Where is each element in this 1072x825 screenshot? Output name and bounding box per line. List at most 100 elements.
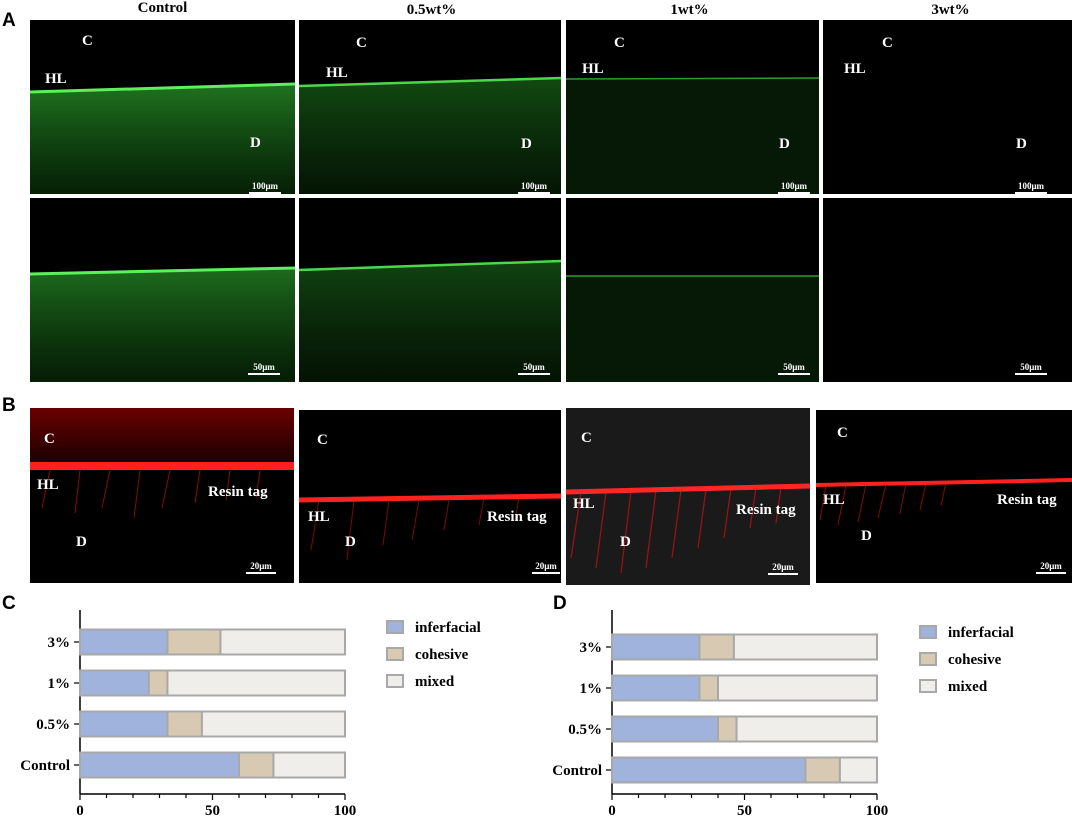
x-tick-label: 0: [76, 803, 84, 819]
label-composite: C: [44, 431, 55, 447]
bar-segment-mixed-0.5%: [200, 710, 346, 738]
bar-segment-inferfacial-3%: [79, 628, 169, 656]
micrograph-a-control-100: [30, 20, 295, 194]
label-dentin: D: [861, 528, 872, 544]
label-dentin: D: [345, 534, 356, 550]
scale-bar-100um: 100μm: [778, 181, 810, 194]
scale-bar-100um: 100μm: [249, 181, 281, 194]
category-label: 3%: [580, 640, 603, 656]
bar-segment-mixed-Control: [838, 756, 878, 784]
bar-segment-inferfacial-Control: [79, 751, 240, 779]
micrograph-b-1wt: [566, 408, 810, 585]
label-composite: C: [317, 432, 328, 448]
legend-swatch-cohesive: [919, 652, 937, 666]
x-tick-label: 50: [205, 803, 220, 819]
label-composite: C: [82, 33, 93, 49]
bar-segment-cohesive-0.5%: [717, 715, 738, 743]
scale-bar-50um: 50μm: [1015, 362, 1047, 375]
bar-segment-mixed-3%: [219, 628, 346, 656]
scale-bar-20um: 20μm: [1036, 561, 1066, 574]
legend-swatch-mixed: [386, 674, 404, 688]
bar-segment-cohesive-0.5%: [166, 710, 203, 738]
category-label: 1%: [580, 681, 603, 697]
bar-segment-cohesive-1%: [698, 674, 719, 702]
label-dentin: D: [1016, 136, 1027, 152]
failure-mode-chart-c: 0 50 100 3% 1% 0.5% Control inferfacial cohesive…: [0, 605, 540, 825]
micrograph-a-0.5wt-100: [299, 20, 561, 194]
panel-letter-b: B: [2, 395, 16, 416]
legend-swatch-inferfacial: [919, 625, 937, 639]
panel-letter-d: D: [553, 593, 567, 614]
label-dentin: D: [620, 534, 631, 550]
label-composite: C: [581, 430, 592, 446]
bar-segment-cohesive-Control: [238, 751, 275, 779]
category-label: Control: [20, 758, 70, 774]
panel-letter-a: A: [2, 10, 16, 31]
scale-bar-50um: 50μm: [778, 362, 810, 375]
label-dentin: D: [521, 136, 532, 152]
scale-bar-20um: 20μm: [532, 561, 560, 574]
label-hybrid-layer: HL: [45, 71, 67, 87]
label-hybrid-layer: HL: [844, 61, 866, 77]
bar-segment-mixed-Control: [272, 751, 347, 779]
bar-segment-inferfacial-0.5%: [79, 710, 169, 738]
x-tick-label: 50: [737, 803, 752, 819]
column-header-0.5wt: 0.5wt%: [406, 2, 457, 18]
category-label: 0.5%: [36, 717, 70, 733]
label-dentin: D: [250, 135, 261, 151]
label-resin-tag: Resin tag: [997, 492, 1057, 508]
scale-bar-100um: 100μm: [1015, 181, 1047, 194]
legend-swatch-mixed: [919, 679, 937, 693]
label-dentin: D: [76, 534, 87, 550]
legend-swatch-cohesive: [386, 647, 404, 661]
bar-segment-cohesive-1%: [147, 669, 169, 697]
micrograph-a-1wt-50: [566, 198, 819, 382]
bar-segment-cohesive-3%: [166, 628, 222, 656]
label-resin-tag: Resin tag: [487, 509, 547, 525]
legend-label-inferfacial: inferfacial: [948, 625, 1014, 641]
bar-segment-inferfacial-Control: [611, 756, 807, 784]
bar-segment-inferfacial-3%: [611, 633, 701, 661]
scale-bar-100um: 100μm: [518, 181, 550, 194]
bar-segment-cohesive-Control: [804, 756, 841, 784]
column-header-3wt: 3wt%: [931, 2, 970, 18]
x-tick-label: 100: [866, 803, 889, 819]
micrograph-b-0.5wt: [299, 410, 561, 583]
scale-bar-20um: 20μm: [768, 562, 798, 575]
micrograph-b-3wt: [816, 410, 1072, 583]
micrograph-b-control: [30, 408, 294, 583]
label-composite: C: [614, 35, 625, 51]
micrograph-a-1wt-100: [566, 20, 819, 194]
bar-segment-mixed-0.5%: [735, 715, 878, 743]
label-resin-tag: Resin tag: [208, 484, 268, 500]
bar-segment-mixed-1%: [717, 674, 878, 702]
category-label: 3%: [48, 635, 71, 651]
x-tick-label: 100: [334, 803, 357, 819]
legend-label-inferfacial: inferfacial: [415, 620, 481, 636]
legend-swatch-inferfacial: [386, 620, 404, 634]
column-header-control: Control: [137, 0, 188, 16]
label-hybrid-layer: HL: [37, 477, 59, 493]
legend-label-mixed: mixed: [948, 679, 988, 695]
label-composite: C: [882, 35, 893, 51]
label-hybrid-layer: HL: [582, 61, 604, 77]
column-header-1wt: 1wt%: [670, 2, 709, 18]
category-label: Control: [552, 763, 602, 779]
x-tick-label: 0: [608, 803, 616, 819]
bar-segment-inferfacial-1%: [611, 674, 701, 702]
micrograph-a-3wt-50: [823, 198, 1072, 382]
bar-segment-mixed-1%: [166, 669, 346, 697]
label-hybrid-layer: HL: [326, 65, 348, 81]
label-hybrid-layer: HL: [573, 496, 595, 512]
label-hybrid-layer: HL: [308, 509, 330, 525]
bar-segment-inferfacial-1%: [79, 669, 150, 697]
micrograph-a-control-50: [30, 198, 295, 382]
category-label: 1%: [48, 676, 71, 692]
bar-segment-inferfacial-0.5%: [611, 715, 719, 743]
bar-segment-mixed-3%: [732, 633, 878, 661]
label-composite: C: [837, 425, 848, 441]
label-composite: C: [356, 35, 367, 51]
category-label: 0.5%: [568, 722, 602, 738]
legend-label-cohesive: cohesive: [948, 652, 1002, 668]
scale-bar-50um: 50μm: [248, 362, 280, 375]
